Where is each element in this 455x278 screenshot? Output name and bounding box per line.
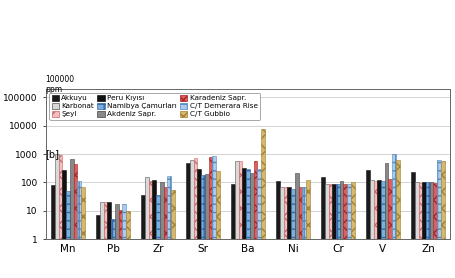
Bar: [291, 189, 295, 278]
Bar: [302, 187, 306, 278]
Bar: [366, 170, 370, 278]
Bar: [115, 203, 118, 278]
Legend: Akkuyu, Karbonat, Şeyl, Peru Kıyısı, Namibya Çamurları, Akdeniz Sapr., Karadeniz: Akkuyu, Karbonat, Şeyl, Peru Kıyısı, Nam…: [49, 93, 260, 120]
Bar: [253, 161, 257, 278]
Bar: [111, 219, 115, 278]
Bar: [55, 153, 59, 278]
Bar: [100, 202, 104, 278]
Bar: [246, 168, 250, 278]
Bar: [378, 180, 381, 278]
Bar: [62, 170, 66, 278]
Bar: [235, 161, 239, 278]
Bar: [430, 182, 434, 278]
Bar: [59, 155, 62, 278]
Bar: [389, 179, 392, 278]
Bar: [351, 182, 354, 278]
Bar: [160, 182, 163, 278]
Bar: [441, 162, 445, 278]
Bar: [250, 173, 253, 278]
Bar: [392, 154, 396, 278]
Bar: [167, 176, 171, 278]
Bar: [385, 163, 389, 278]
Bar: [152, 180, 156, 278]
Bar: [104, 202, 107, 278]
Bar: [145, 177, 149, 278]
Bar: [321, 177, 325, 278]
Bar: [419, 183, 422, 278]
Bar: [171, 190, 175, 278]
Text: [b]: [b]: [46, 149, 60, 159]
Bar: [216, 171, 220, 278]
Bar: [280, 187, 284, 278]
Bar: [426, 182, 430, 278]
Bar: [205, 174, 208, 278]
Bar: [107, 202, 111, 278]
Bar: [149, 181, 152, 278]
Bar: [329, 184, 333, 278]
Bar: [194, 158, 197, 278]
Bar: [295, 173, 298, 278]
Bar: [284, 187, 288, 278]
Bar: [118, 210, 122, 278]
Bar: [415, 182, 419, 278]
Bar: [190, 160, 194, 278]
Bar: [396, 160, 399, 278]
Bar: [347, 184, 351, 278]
Bar: [74, 164, 77, 278]
Bar: [51, 185, 55, 278]
Bar: [239, 161, 243, 278]
Bar: [142, 195, 145, 278]
Bar: [243, 168, 246, 278]
Bar: [197, 169, 201, 278]
Bar: [298, 187, 302, 278]
Bar: [437, 160, 441, 278]
Bar: [66, 191, 70, 278]
Bar: [163, 187, 167, 278]
Bar: [187, 163, 190, 278]
Bar: [434, 183, 437, 278]
Bar: [77, 181, 81, 278]
Bar: [122, 204, 126, 278]
Bar: [232, 184, 235, 278]
Bar: [340, 181, 344, 278]
Bar: [81, 187, 85, 278]
Bar: [411, 172, 415, 278]
Bar: [201, 175, 205, 278]
Bar: [381, 181, 385, 278]
Bar: [156, 195, 160, 278]
Bar: [306, 180, 309, 278]
Bar: [257, 169, 261, 278]
Bar: [96, 215, 100, 278]
Bar: [422, 182, 426, 278]
Bar: [261, 128, 264, 278]
Bar: [70, 159, 74, 278]
Bar: [208, 157, 212, 278]
Bar: [336, 184, 340, 278]
Bar: [288, 187, 291, 278]
Bar: [212, 156, 216, 278]
Text: 100000
ppm: 100000 ppm: [46, 75, 75, 94]
Bar: [126, 211, 130, 278]
Bar: [333, 184, 336, 278]
Bar: [276, 181, 280, 278]
Bar: [370, 180, 374, 278]
Bar: [325, 184, 329, 278]
Bar: [344, 184, 347, 278]
Bar: [374, 181, 378, 278]
